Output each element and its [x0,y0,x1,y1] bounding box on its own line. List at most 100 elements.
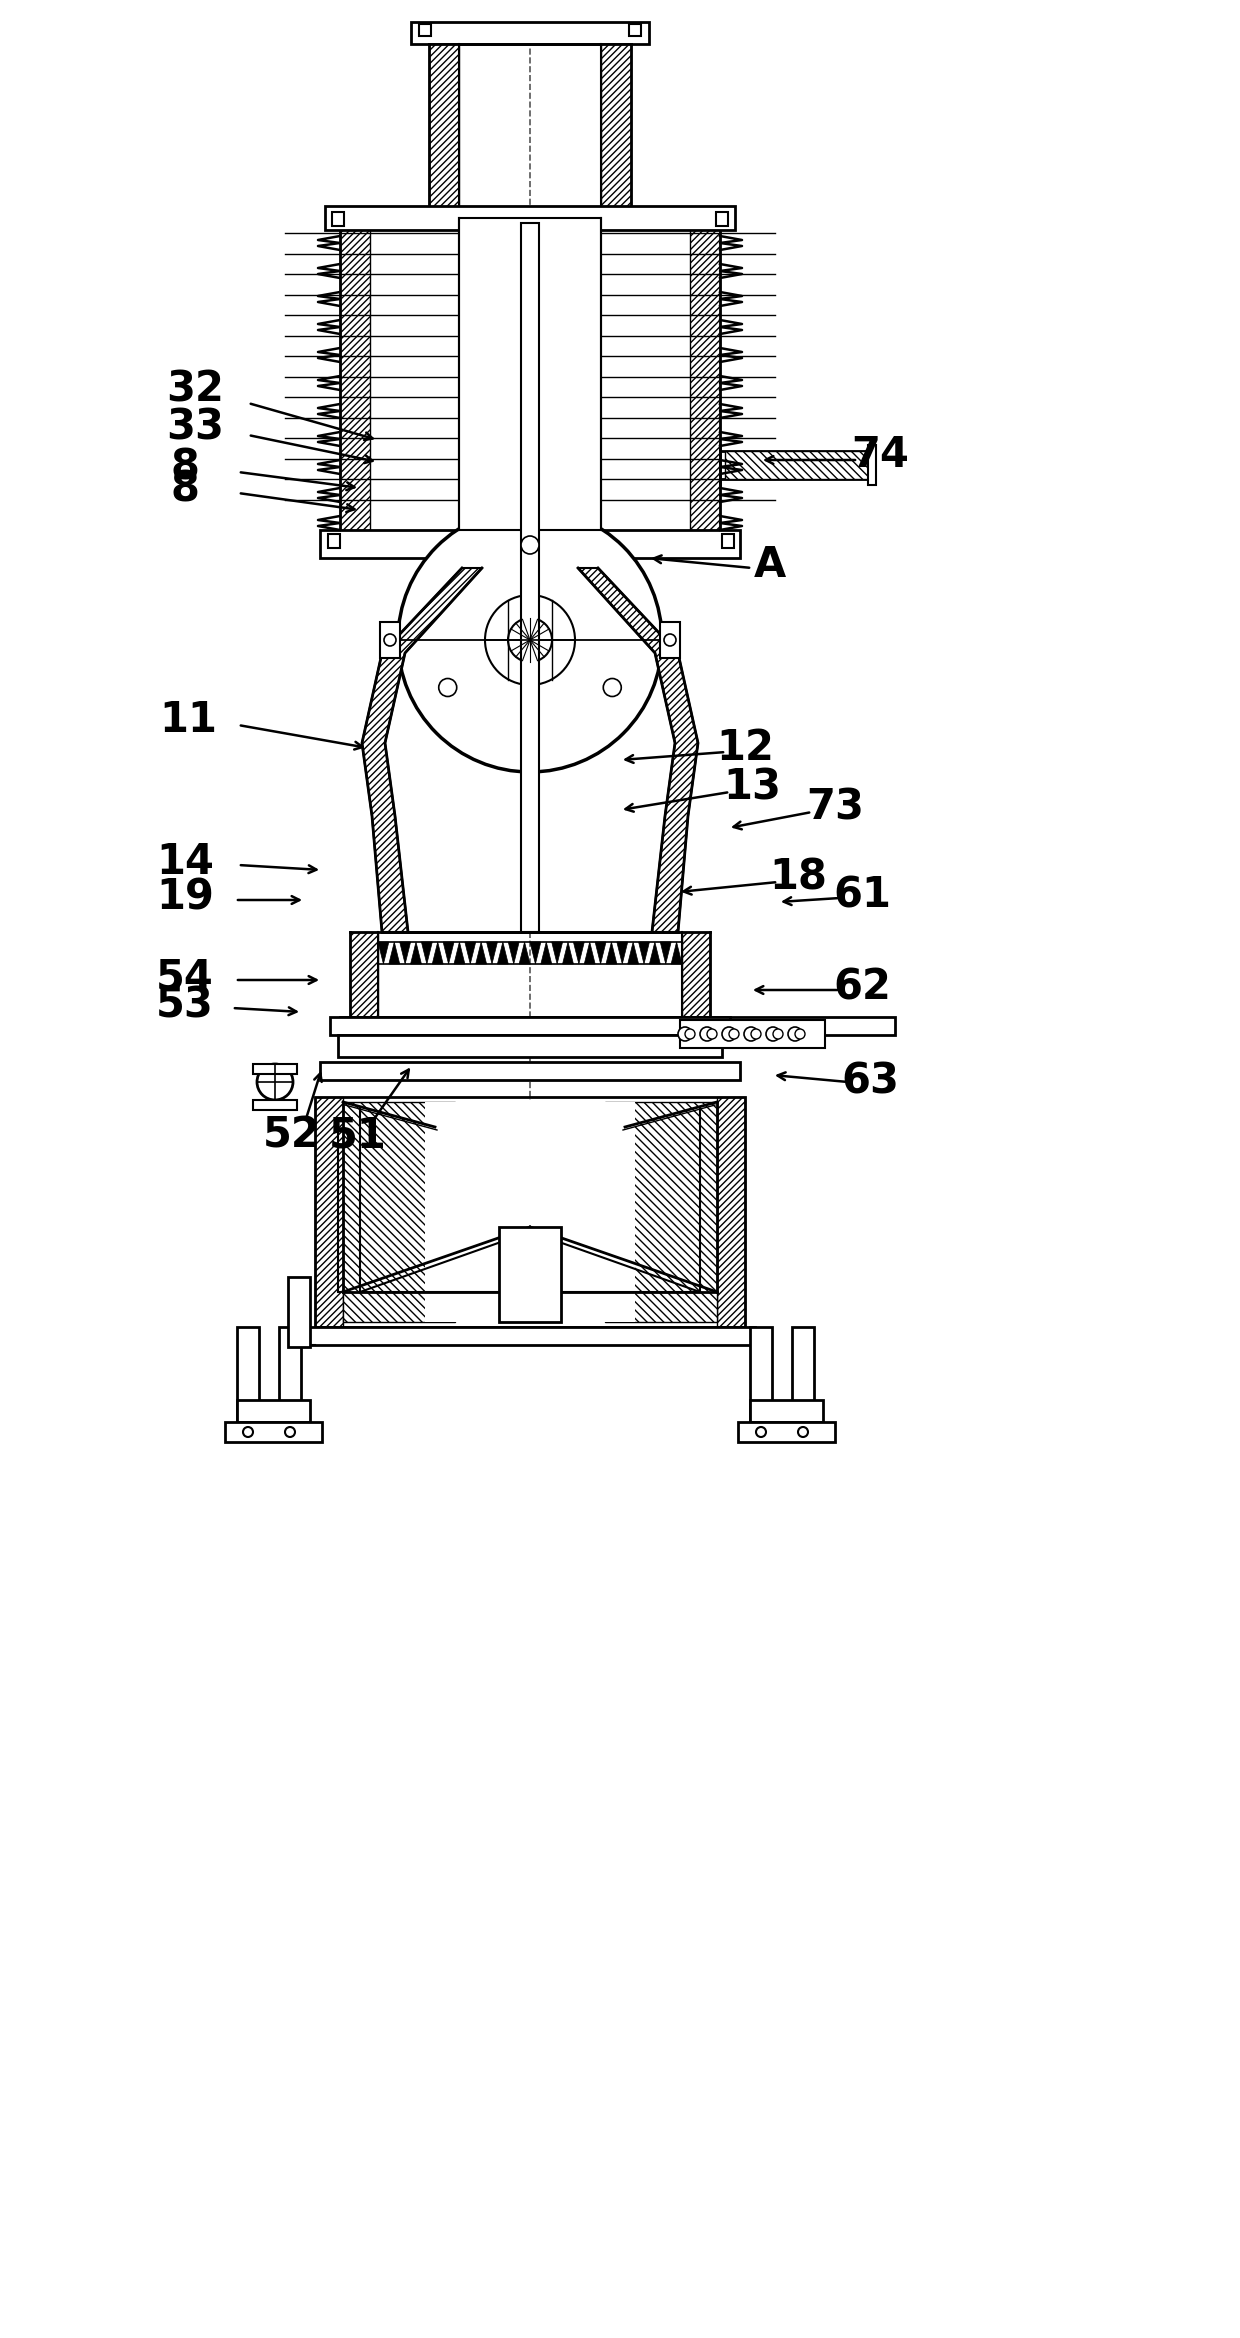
Text: 74: 74 [851,435,909,477]
Circle shape [729,1029,739,1038]
Bar [237,1328,259,1422]
Polygon shape [660,942,671,963]
Text: 61: 61 [833,874,892,916]
Bar [253,1099,298,1111]
Polygon shape [529,942,541,963]
Bar [325,206,735,229]
Bar [315,1097,343,1328]
Bar [868,444,875,484]
Circle shape [766,1026,780,1040]
Circle shape [684,1029,694,1038]
Text: 63: 63 [841,1061,899,1104]
Text: 54: 54 [156,956,213,998]
Polygon shape [639,942,650,963]
Text: 19: 19 [156,877,215,919]
Bar [682,933,711,1017]
Bar [320,1061,740,1080]
Bar [425,1101,635,1321]
Text: 33: 33 [166,407,224,449]
Bar [237,1400,310,1422]
Bar [459,217,601,531]
Polygon shape [563,942,573,963]
Polygon shape [443,942,454,963]
Bar [288,1277,310,1347]
Circle shape [439,678,456,697]
Polygon shape [399,942,410,963]
Circle shape [663,634,676,645]
Polygon shape [578,568,698,933]
Circle shape [398,507,662,772]
Bar [601,44,631,217]
Circle shape [257,1064,293,1099]
Bar [750,1400,823,1422]
Bar [680,1019,825,1047]
Text: 11: 11 [159,699,217,741]
Polygon shape [389,942,399,963]
Bar [792,1328,813,1422]
Polygon shape [410,942,422,963]
Bar [750,1328,773,1422]
Text: 14: 14 [156,842,215,884]
Text: 12: 12 [715,727,774,769]
Text: 8: 8 [171,470,200,512]
Polygon shape [595,942,606,963]
Bar [340,217,370,531]
Bar [722,533,734,547]
Text: 51: 51 [329,1113,387,1155]
Circle shape [751,1029,761,1038]
Bar [725,451,870,479]
Polygon shape [362,568,482,933]
Circle shape [384,634,396,645]
Circle shape [508,617,552,662]
Text: 8: 8 [171,447,200,489]
Bar [605,1101,717,1321]
Circle shape [722,1026,737,1040]
Text: 52: 52 [263,1113,321,1155]
Bar [343,1101,455,1321]
Circle shape [678,1026,692,1040]
Circle shape [799,1426,808,1438]
Bar [629,23,641,35]
Text: 13: 13 [723,767,781,809]
Polygon shape [584,942,595,963]
Circle shape [707,1029,717,1038]
Circle shape [604,678,621,697]
Circle shape [285,1426,295,1438]
Polygon shape [433,942,443,963]
Bar [738,1422,835,1443]
Bar [410,21,649,44]
Text: 73: 73 [806,788,864,830]
Bar [350,933,378,1017]
Bar [521,222,539,933]
Bar [315,1097,745,1328]
Bar [320,531,740,559]
Bar [720,451,875,479]
Polygon shape [497,942,508,963]
Bar [340,1017,895,1036]
Bar [305,1328,755,1344]
Bar [224,1422,322,1443]
Bar [332,213,343,227]
Circle shape [701,1026,714,1040]
Bar [715,213,728,227]
Bar [253,1064,298,1073]
Bar [717,1097,745,1328]
Polygon shape [627,942,639,963]
Polygon shape [616,942,627,963]
Polygon shape [343,1106,440,1120]
Polygon shape [339,1120,361,1293]
Bar [689,217,720,531]
Text: 62: 62 [833,968,890,1010]
Bar [279,1328,301,1422]
Text: 32: 32 [166,369,224,411]
Circle shape [756,1426,766,1438]
Polygon shape [465,942,476,963]
Text: 18: 18 [769,858,827,900]
Circle shape [485,594,575,685]
Text: 53: 53 [156,984,215,1026]
Polygon shape [422,942,433,963]
Polygon shape [486,942,497,963]
Polygon shape [541,942,552,963]
Bar [329,533,340,547]
Polygon shape [552,942,563,963]
